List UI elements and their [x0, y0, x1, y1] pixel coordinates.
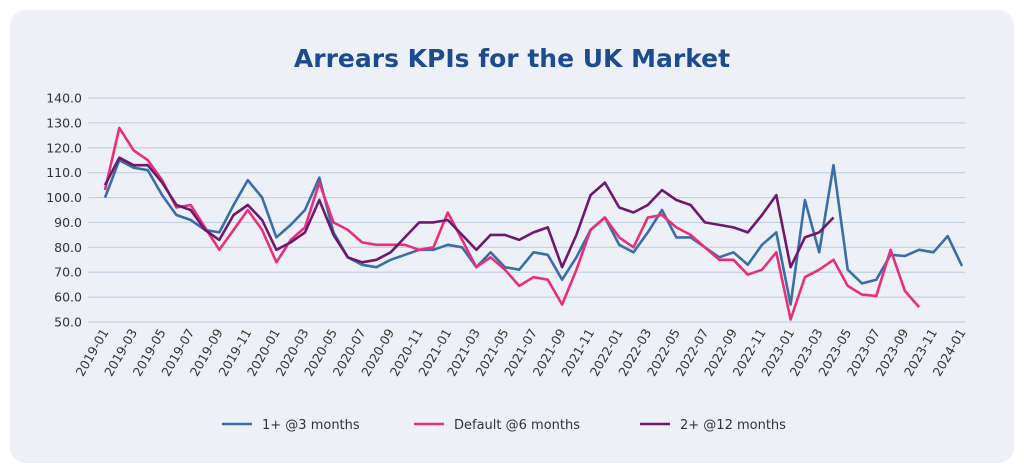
y-tick-label: 100.0 [46, 190, 82, 205]
series-line-0 [103, 158, 964, 306]
y-tick-label: 80.0 [54, 240, 82, 255]
legend-label: 1+ @3 months [262, 418, 360, 433]
y-tick-label: 140.0 [46, 91, 82, 106]
y-tick-label: 60.0 [54, 290, 82, 305]
chart-title: Arrears KPIs for the UK Market [294, 44, 730, 73]
y-tick-label: 120.0 [46, 140, 82, 155]
legend-label: Default @6 months [454, 418, 580, 433]
series-line-1 [103, 126, 921, 321]
y-tick-label: 90.0 [54, 215, 82, 230]
y-tick-label: 130.0 [46, 115, 82, 130]
y-tick-label: 70.0 [54, 265, 82, 280]
y-tick-label: 110.0 [46, 165, 82, 180]
series-line-2 [103, 156, 835, 269]
legend-label: 2+ @12 months [680, 418, 786, 433]
y-tick-label: 50.0 [54, 315, 82, 330]
